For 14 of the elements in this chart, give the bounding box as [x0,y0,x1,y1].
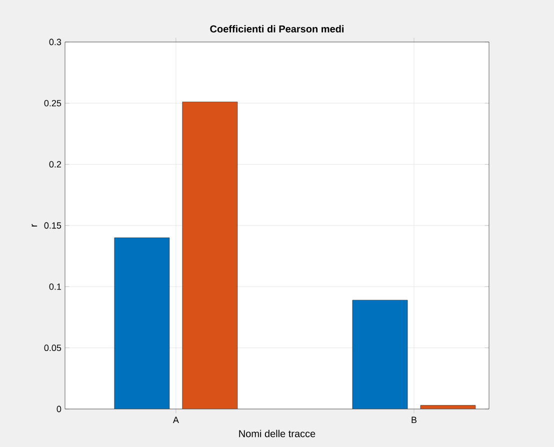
y-tick-label: 0 [56,406,62,412]
bar [114,238,170,409]
chart-title: Coefficienti di Pearson medi [210,25,344,32]
x-tick-label: B [412,416,417,423]
x-tick-label: A [172,416,179,423]
y-tick-label: 0.1 [49,283,62,290]
y-tick-label: 0.15 [44,222,62,229]
y-axis-title: r [32,224,38,227]
y-tick-label: 0.05 [44,344,62,352]
bar [352,300,408,409]
y-tick-label: 0.25 [44,100,62,106]
y-tick-label: 0.2 [49,161,62,168]
y-tick-label: 0.3 [49,38,62,46]
x-axis-title: Nomi delle tracce [239,430,316,438]
